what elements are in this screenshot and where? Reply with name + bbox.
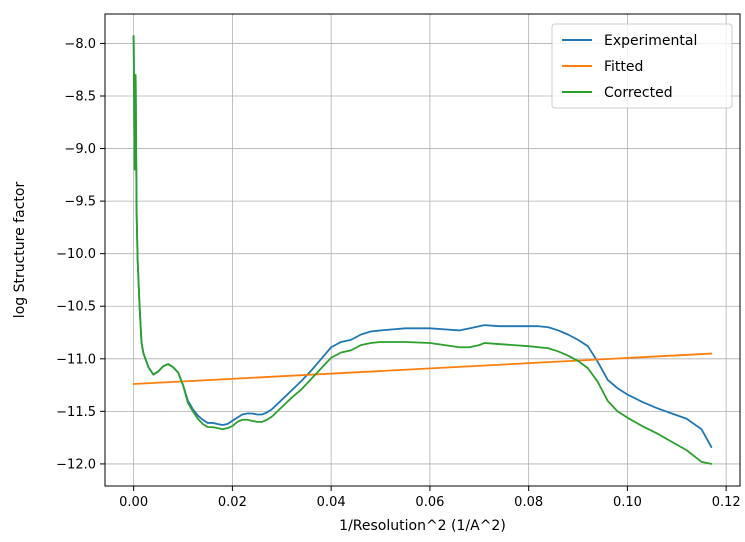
legend: Experimental Fitted Corrected [551,23,733,109]
x-tick-label: 0.02 [218,495,247,510]
series-line-fitted [132,352,713,385]
y-tick-label: −12.0 [56,457,96,472]
y-tick-label: −11.5 [56,405,96,420]
series-line-corrected [132,35,713,465]
series-lines [132,35,713,465]
legend-label-corrected: Corrected [604,85,673,101]
y-axis-ticks: −8.0 −8.5 −9.0 −9.5 −10.0 −10.5 −11.0 −11.5 −12.… [56,37,105,472]
x-tick-label: 0.00 [119,495,148,510]
x-tick-label: 0.12 [712,495,741,510]
x-axis-ticks: 0.00 0.02 0.04 0.06 0.08 0.10 0.12 [119,486,741,510]
x-tick-label: 0.10 [613,495,642,510]
legend-label-experimental: Experimental [604,33,697,49]
x-tick-label: 0.08 [514,495,543,510]
y-tick-label: −10.0 [56,247,96,262]
y-tick-label: −10.5 [56,300,96,315]
y-tick-label: −11.0 [56,352,96,367]
legend-box [551,23,733,109]
x-tick-label: 0.04 [317,495,346,510]
legend-label-fitted: Fitted [604,59,643,75]
x-axis-label: 1/Resolution^2 (1/A^2) [339,518,506,534]
grid [105,14,740,486]
y-tick-label: −9.0 [64,142,96,157]
plot-frame [104,13,741,487]
y-tick-label: −8.0 [64,37,96,52]
y-axis-label: log Structure factor [12,182,28,319]
y-tick-label: −9.5 [64,195,96,210]
y-tick-label: −8.5 [64,89,96,104]
x-tick-label: 0.06 [415,495,444,510]
